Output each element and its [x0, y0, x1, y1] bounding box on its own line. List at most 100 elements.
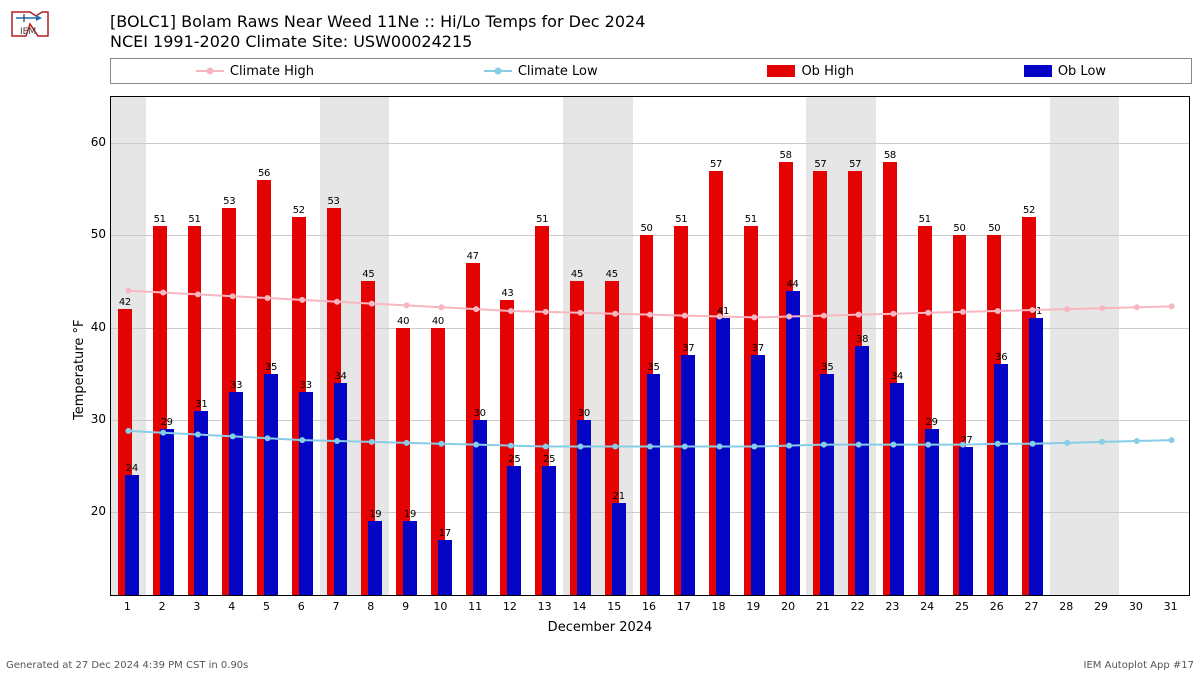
- ob-high-bar-label: 43: [501, 288, 513, 299]
- x-tick-label: 19: [746, 600, 760, 613]
- x-tick-label: 26: [990, 600, 1004, 613]
- ob-high-bar-label: 53: [223, 196, 235, 207]
- ob-low-bar-label: 31: [195, 399, 207, 410]
- climate-high-marker: [1134, 304, 1140, 310]
- ob-low-bar: [820, 374, 834, 595]
- x-tick-label: 25: [955, 600, 969, 613]
- x-tick-label: 3: [193, 600, 200, 613]
- chart-title: [BOLC1] Bolam Raws Near Weed 11Ne :: Hi/…: [110, 12, 645, 52]
- ob-low-bar: [473, 420, 487, 595]
- ob-high-bar-label: 42: [119, 297, 131, 308]
- ob-low-bar-label: 17: [439, 528, 451, 539]
- ob-high-bar-label: 51: [154, 214, 166, 225]
- legend-label: Climate High: [230, 64, 314, 79]
- ob-low-bar: [612, 503, 626, 595]
- climate-high-marker: [438, 304, 444, 310]
- ob-high-bar-label: 58: [780, 150, 792, 161]
- ob-low-bar-label: 38: [856, 334, 868, 345]
- ob-high-bar-label: 56: [258, 168, 270, 179]
- ob-low-bar-label: 19: [369, 509, 381, 520]
- legend-ob-high: Ob High: [767, 64, 854, 79]
- ob-low-bar-label: 21: [613, 491, 625, 502]
- ob-low-bar-label: 25: [508, 454, 520, 465]
- ob-low-bar: [716, 318, 730, 595]
- x-tick-label: 23: [885, 600, 899, 613]
- x-tick-label: 20: [781, 600, 795, 613]
- ob-high-bar-label: 50: [640, 223, 652, 234]
- x-tick-label: 12: [503, 600, 517, 613]
- ob-low-bar-label: 33: [230, 380, 242, 391]
- y-tick-label: 30: [91, 412, 106, 426]
- climate-high-marker: [404, 302, 410, 308]
- ob-low-bar: [959, 447, 973, 595]
- ob-low-bar-label: 33: [300, 380, 312, 391]
- ob-high-bar-label: 50: [988, 223, 1000, 234]
- x-tick-label: 29: [1094, 600, 1108, 613]
- y-tick-label: 50: [91, 227, 106, 241]
- y-axis-label: Temperature °F: [72, 320, 87, 420]
- ob-high-bar-label: 51: [536, 214, 548, 225]
- footer-app: IEM Autoplot App #17: [1084, 660, 1194, 671]
- ob-high-bar-label: 51: [675, 214, 687, 225]
- ob-low-bar: [890, 383, 904, 595]
- x-tick-label: 15: [607, 600, 621, 613]
- ob-low-bar: [125, 475, 139, 595]
- x-tick-label: 1: [124, 600, 131, 613]
- ob-high-bar-label: 40: [432, 316, 444, 327]
- ob-low-bar-label: 35: [821, 362, 833, 373]
- x-tick-label: 4: [228, 600, 235, 613]
- plot-area: 4251515356525345404047435145455051575158…: [110, 96, 1190, 596]
- x-tick-label: 17: [677, 600, 691, 613]
- x-tick-label: 11: [468, 600, 482, 613]
- ob-low-bar-label: 36: [995, 352, 1007, 363]
- ob-low-bar-label: 34: [891, 371, 903, 382]
- ob-low-bar-label: 30: [578, 408, 590, 419]
- ob-high-bar-label: 47: [467, 251, 479, 262]
- climate-low-marker: [1134, 438, 1140, 444]
- ob-low-bar-label: 27: [960, 435, 972, 446]
- x-tick-label: 27: [1025, 600, 1039, 613]
- ob-low-bar: [542, 466, 556, 595]
- ob-low-bar: [194, 411, 208, 595]
- x-tick-label: 28: [1059, 600, 1073, 613]
- ob-low-bar: [229, 392, 243, 595]
- ob-low-bar: [855, 346, 869, 595]
- ob-high-bar-label: 58: [884, 150, 896, 161]
- ob-high-bar-label: 53: [327, 196, 339, 207]
- ob-low-bar: [681, 355, 695, 595]
- x-tick-label: 18: [712, 600, 726, 613]
- ob-low-bar: [751, 355, 765, 595]
- x-tick-label: 30: [1129, 600, 1143, 613]
- x-tick-label: 31: [1164, 600, 1178, 613]
- ob-low-bar-label: 34: [334, 371, 346, 382]
- ob-high-bar-label: 51: [919, 214, 931, 225]
- ob-low-bar-label: 24: [126, 463, 138, 474]
- x-tick-label: 6: [298, 600, 305, 613]
- ob-low-bar-label: 37: [682, 343, 694, 354]
- ob-low-bar: [299, 392, 313, 595]
- ob-low-bar-label: 29: [926, 417, 938, 428]
- legend-label: Climate Low: [518, 64, 598, 79]
- climate-low-marker: [1169, 437, 1175, 443]
- y-tick-label: 60: [91, 135, 106, 149]
- logo-text: IEM: [20, 27, 36, 37]
- ob-high-bar-label: 50: [953, 223, 965, 234]
- legend-ob-low: Ob Low: [1024, 64, 1106, 79]
- x-tick-label: 7: [333, 600, 340, 613]
- ob-low-bar: [438, 540, 452, 595]
- x-tick-label: 8: [367, 600, 374, 613]
- ob-low-bar: [786, 291, 800, 595]
- ob-low-bar: [577, 420, 591, 595]
- ob-low-bar-label: 41: [717, 306, 729, 317]
- title-line-2: NCEI 1991-2020 Climate Site: USW00024215: [110, 32, 645, 52]
- ob-high-bar-label: 51: [188, 214, 200, 225]
- ob-low-bar: [1029, 318, 1043, 595]
- ob-high-bar-label: 51: [745, 214, 757, 225]
- iem-logo: IEM: [6, 6, 54, 42]
- ob-high-bar-label: 52: [1023, 205, 1035, 216]
- ob-low-bar-label: 29: [161, 417, 173, 428]
- ob-low-bar-label: 37: [752, 343, 764, 354]
- x-tick-label: 10: [433, 600, 447, 613]
- ob-low-bar: [334, 383, 348, 595]
- ob-high-bar-label: 57: [710, 159, 722, 170]
